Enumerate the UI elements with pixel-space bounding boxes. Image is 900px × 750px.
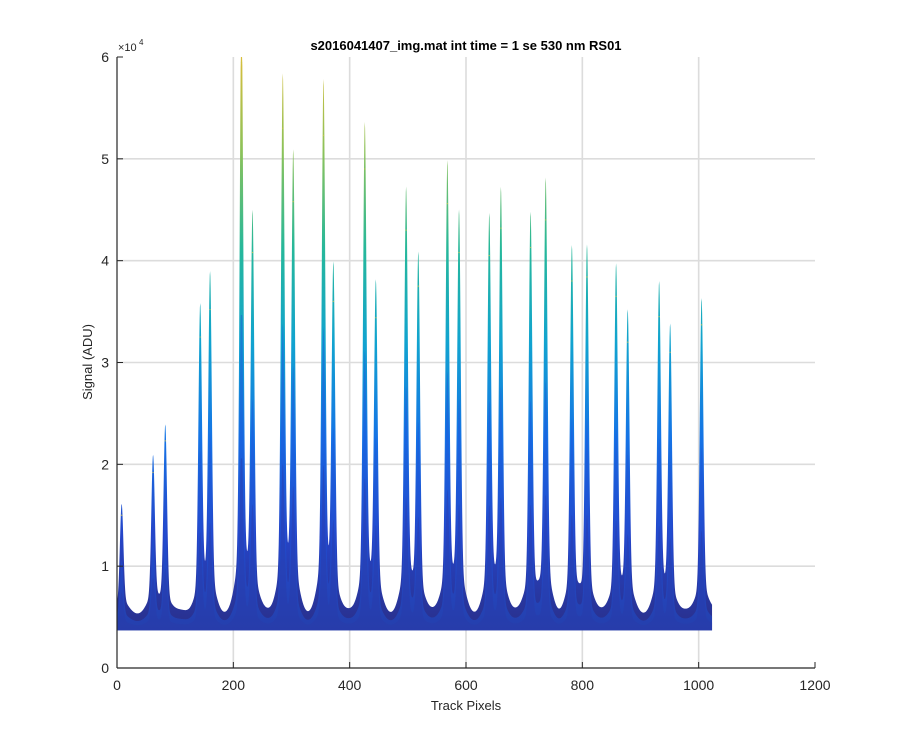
peak-point	[488, 254, 490, 257]
y-tick-label: 0	[101, 660, 109, 676]
y-tick-label: 3	[101, 355, 109, 371]
x-tick-label: 600	[454, 677, 478, 693]
peak-point	[627, 341, 629, 343]
peak-point	[375, 317, 377, 319]
peak-point	[458, 251, 460, 254]
y-exponent-power: 4	[139, 38, 144, 47]
peak-point	[571, 280, 573, 282]
y-tick-label: 2	[101, 456, 109, 472]
signal-area	[117, 57, 713, 631]
peak-point	[292, 201, 294, 203]
x-axis-label: Track Pixels	[431, 698, 502, 713]
peak-point	[417, 285, 419, 287]
grid	[117, 57, 815, 668]
peak-point	[332, 300, 334, 302]
x-tick-label: 400	[338, 677, 362, 693]
x-tick-label: 1000	[683, 677, 714, 693]
peak-point	[251, 251, 254, 254]
peak-point	[615, 295, 617, 297]
peak-point	[152, 471, 154, 474]
chart-title: s2016041407_img.mat int time = 1 se 530 …	[310, 38, 621, 53]
peak-point	[209, 308, 211, 311]
peak-point	[529, 246, 532, 249]
peak-point	[121, 514, 123, 516]
y-axis-label: Signal (ADU)	[80, 324, 95, 400]
y-ticks: 0 1 2 3 4 5 6	[101, 49, 123, 676]
peak-point	[658, 316, 660, 318]
peak-point	[500, 227, 502, 229]
peak-point	[322, 134, 325, 137]
x-tick-label: 1200	[799, 677, 830, 693]
peak-point	[405, 229, 407, 231]
peak-point	[586, 276, 588, 278]
y-tick-label: 1	[101, 558, 109, 574]
x-tick-label: 800	[571, 677, 595, 693]
peak-point	[164, 440, 166, 442]
x-ticks: 0 200 400 600 800 1000 1200	[113, 662, 831, 693]
x-tick-label: 200	[222, 677, 246, 693]
peak-point	[700, 324, 703, 326]
peak-point	[240, 61, 243, 63]
peak-point	[545, 219, 547, 221]
peak-point	[446, 203, 448, 205]
y-tick-label: 4	[101, 253, 109, 269]
peak-point	[364, 168, 366, 170]
peak-point	[282, 127, 284, 129]
peak-point	[199, 336, 201, 338]
peak-point	[669, 351, 671, 353]
y-tick-label: 6	[101, 49, 109, 65]
y-tick-label: 5	[101, 151, 109, 167]
y-exponent-base: ×10	[118, 42, 137, 54]
x-tick-label: 0	[113, 677, 121, 693]
